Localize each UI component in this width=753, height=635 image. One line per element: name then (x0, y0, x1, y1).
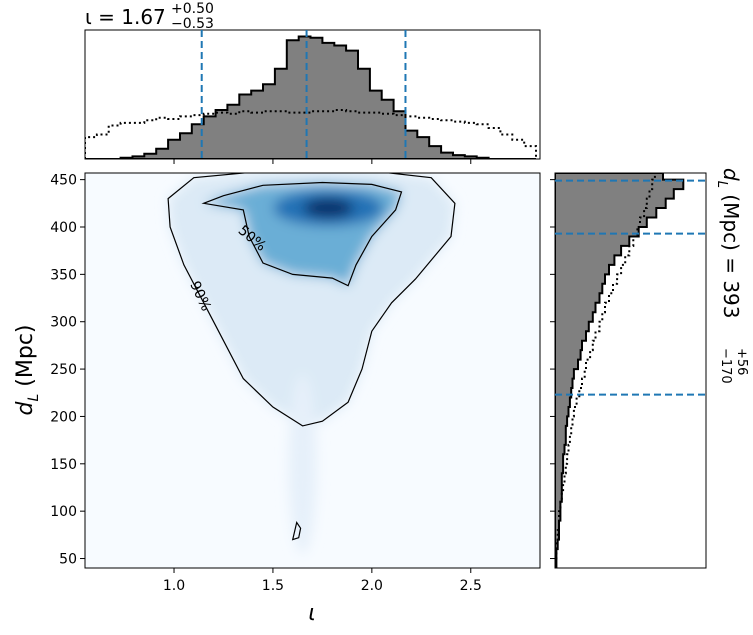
density-peak (303, 198, 354, 219)
joint-density-panel: 50%90% 1.0 1.5 2.0 2.5 50100150200250300350… (13, 172, 541, 626)
x-axis-label: ι (308, 601, 315, 626)
iota-posterior-histogram (85, 35, 536, 159)
y-tick-label: 300 (50, 315, 77, 331)
y-tick-label: 50 (59, 552, 77, 568)
density-heatmap (168, 173, 455, 554)
density-region-90 (168, 173, 455, 426)
y-axis-label: dL (Mpc) (13, 325, 42, 416)
x-tick-label: 1.0 (163, 578, 185, 594)
x-tick-label: 2.0 (361, 578, 383, 594)
y-tick-label: 250 (50, 362, 77, 378)
iota-title-plus: +0.50 (171, 1, 214, 17)
y-tick-label: 450 (50, 173, 77, 189)
iota-marginal-panel: ι = 1.67 +0.50 −0.53 (84, 1, 541, 164)
contour-line-50pct (201, 181, 403, 287)
iota-prior-histogram (85, 109, 537, 159)
dl-marginal-panel: dL (Mpc) = 393 +56 −170 (550, 168, 749, 569)
y-tick-label: 350 (50, 267, 77, 283)
y-tick-label: 150 (50, 457, 77, 473)
x-tick-label: 2.5 (460, 578, 482, 594)
dl-posterior-histogram (555, 173, 685, 568)
y-tick-label: 100 (50, 504, 77, 520)
dl-title-plus: +56 (734, 348, 749, 375)
y-tick-label: 400 (50, 220, 77, 236)
iota-title-minus: −0.53 (171, 16, 214, 32)
x-tick-label: 1.5 (262, 578, 284, 594)
contour-line-90pct (167, 173, 456, 427)
joint-frame (84, 172, 541, 569)
dl-title-minus: −170 (718, 348, 733, 384)
y-tick-label: 200 (50, 409, 77, 425)
iota-title: ι = 1.67 (85, 5, 166, 29)
dl-title: dL (Mpc) = 393 (714, 168, 743, 319)
contour-line-extra (291, 521, 302, 541)
density-tail (288, 373, 317, 554)
density-cloud (168, 173, 455, 554)
